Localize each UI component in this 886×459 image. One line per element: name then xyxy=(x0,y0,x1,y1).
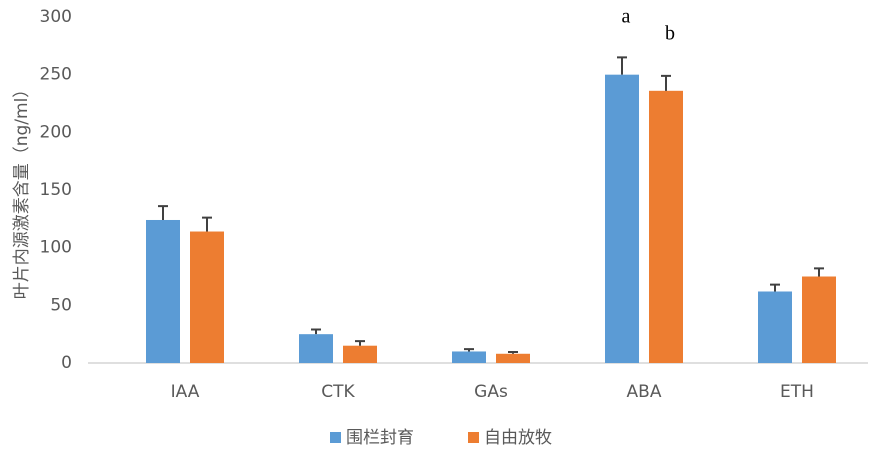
y-axis-title: 叶片内源激素含量（ng/ml） xyxy=(12,81,32,300)
y-tick-label: 200 xyxy=(40,122,72,142)
bar xyxy=(649,90,683,364)
bar xyxy=(496,353,530,363)
error-bar xyxy=(770,283,780,292)
bar xyxy=(190,231,224,363)
error-bar xyxy=(617,56,627,75)
error-bar xyxy=(508,351,518,354)
annotation: a xyxy=(622,6,631,28)
error-bar xyxy=(158,205,168,220)
y-tick-label: 250 xyxy=(40,65,72,85)
error-bar xyxy=(814,267,824,277)
error-bar xyxy=(311,328,321,335)
y-tick-label: 300 xyxy=(40,7,72,27)
bar xyxy=(299,334,333,363)
error-bar xyxy=(355,340,365,346)
y-tick-label: 100 xyxy=(40,238,72,258)
x-tick-label: GAs xyxy=(474,382,508,402)
bar xyxy=(802,276,836,363)
x-tick-label: ETH xyxy=(780,382,814,402)
y-tick-label: 50 xyxy=(50,295,72,315)
legend-label: 围栏封育 xyxy=(346,428,414,448)
legend-label: 自由放牧 xyxy=(484,428,552,448)
x-tick-label: IAA xyxy=(171,382,200,402)
bar xyxy=(343,345,377,363)
bar xyxy=(452,351,486,363)
annotation: b xyxy=(665,23,675,45)
error-bar xyxy=(464,348,474,352)
bar xyxy=(605,74,639,364)
legend-swatch xyxy=(330,432,341,443)
x-tick-label: CTK xyxy=(321,382,355,402)
bar xyxy=(146,219,180,363)
x-tick-label: ABA xyxy=(627,382,662,402)
error-bar xyxy=(661,74,671,91)
legend-swatch xyxy=(468,432,479,443)
bar xyxy=(758,291,792,363)
y-tick-label: 0 xyxy=(61,353,72,373)
error-bar xyxy=(202,216,212,232)
y-tick-label: 150 xyxy=(40,180,72,200)
